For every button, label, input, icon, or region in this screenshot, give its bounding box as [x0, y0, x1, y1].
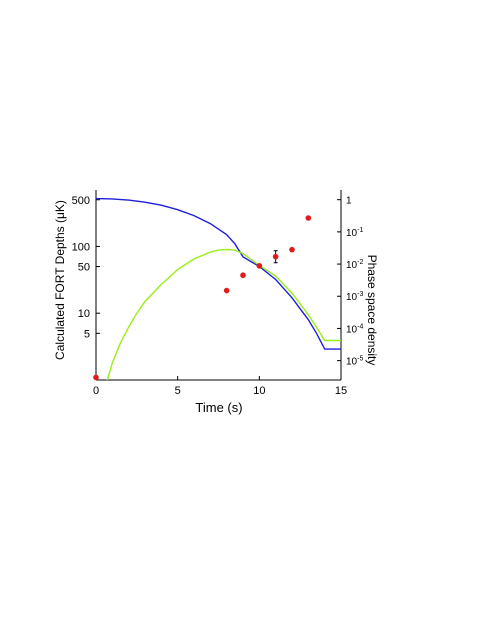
y-right-tick-label: 10-3 — [346, 291, 363, 303]
x-tick-label: 10 — [253, 385, 265, 397]
y-left-tick-label: 100 — [72, 241, 90, 253]
scatter-point — [256, 263, 263, 269]
scatter-point — [93, 374, 99, 381]
y-right-tick-label: 10-5 — [346, 356, 363, 368]
x-axis-ticks: 0 5 10 15 — [93, 376, 347, 397]
y-right-tick-label: 10-1 — [346, 227, 363, 239]
y-right-tick-exponent: -4 — [357, 323, 363, 330]
series-layer — [93, 197, 341, 381]
y-right-tick-base: 1 — [346, 196, 352, 207]
y-right-tick-label: 10-2 — [346, 259, 363, 271]
y-right-tick-label: 1 — [346, 196, 352, 207]
scatter-point — [223, 287, 230, 294]
y-axis-right-ticks: 110-110-210-310-410-5 — [337, 196, 363, 368]
x-tick-label: 5 — [175, 385, 181, 397]
y-axis-left-title: Calculated FORT Depths (μK) — [53, 200, 67, 360]
y-right-tick-label: 10-4 — [346, 323, 363, 335]
y-right-tick-base: 10 — [346, 228, 358, 239]
x-tick-label: 15 — [335, 385, 347, 397]
scatter-point — [272, 253, 279, 260]
y-left-tick-label: 50 — [78, 262, 90, 274]
y-right-tick-base: 10 — [346, 357, 358, 368]
y-right-tick-base: 10 — [346, 292, 358, 303]
y-right-tick-base: 10 — [346, 324, 358, 335]
y-left-tick-label: 10 — [78, 308, 90, 320]
plot-frame — [95, 190, 342, 381]
y-right-tick-exponent: -2 — [357, 259, 363, 266]
y-right-tick-exponent: -1 — [357, 227, 363, 234]
scatter-point — [305, 215, 312, 221]
series-line-1 — [106, 248, 341, 381]
x-axis-title: Time (s) — [195, 400, 242, 415]
y-left-tick-label: 500 — [72, 195, 90, 207]
y-right-tick-exponent: -3 — [357, 291, 363, 298]
y-right-tick-exponent: -5 — [357, 356, 363, 363]
scatter-point — [240, 272, 246, 279]
y-left-tick-label: 5 — [84, 328, 90, 340]
x-tick-label: 0 — [93, 385, 99, 397]
series-line-0 — [95, 197, 341, 350]
y-axis-right-title: Phase space density — [365, 255, 379, 366]
y-axis-left-ticks: 5 10 50 100 500 — [72, 195, 100, 340]
y-right-tick-base: 10 — [346, 260, 358, 271]
scatter-point — [289, 246, 295, 253]
